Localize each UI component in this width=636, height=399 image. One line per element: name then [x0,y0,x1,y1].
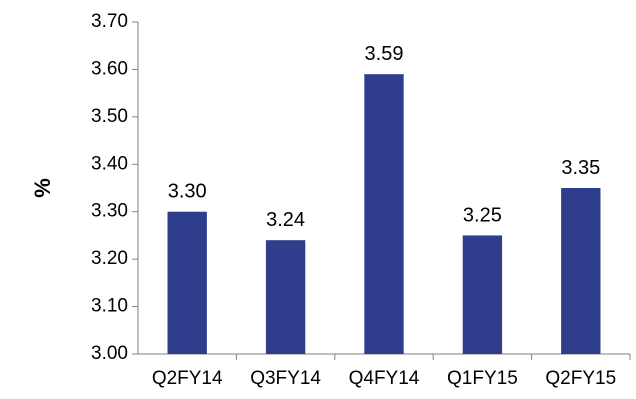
bar-q2fy14 [167,211,207,354]
y-tick-label: 3.40 [91,153,128,174]
y-tick-label: 3.10 [91,296,128,317]
x-tick-label: Q4FY14 [349,368,420,389]
x-axis-ticks: Q2FY14 Q3FY14 Q4FY14 Q1FY15 Q2FY15 [152,354,631,389]
y-tick-label: 3.20 [91,248,128,269]
y-tick-label: 3.60 [91,58,128,79]
data-label: 3.59 [365,43,404,65]
x-tick-label: Q2FY15 [545,368,616,389]
bar-q1fy15 [462,235,503,354]
bars: 3.30 3.24 3.59 3.25 3.35 [167,43,601,355]
bar-q4fy14 [364,74,404,355]
y-axis-ticks: 3.00 3.10 3.20 3.30 3.40 3.50 3.60 3.70 [91,11,138,364]
data-label: 3.24 [266,209,305,231]
data-label: 3.25 [463,204,502,226]
x-tick-label: Q3FY14 [250,368,321,389]
x-tick-label: Q2FY14 [152,368,223,389]
y-tick-label: 3.30 [91,201,128,222]
data-label: 3.35 [561,157,600,179]
y-axis-label: % [30,178,55,198]
data-label: 3.30 [168,181,207,203]
bar-q2fy15 [561,188,601,354]
x-tick-label: Q1FY15 [447,368,518,389]
y-tick-label: 3.70 [91,11,128,32]
bar-q3fy14 [265,240,306,354]
y-tick-label: 3.50 [91,106,128,127]
y-tick-label: 3.00 [91,343,128,364]
